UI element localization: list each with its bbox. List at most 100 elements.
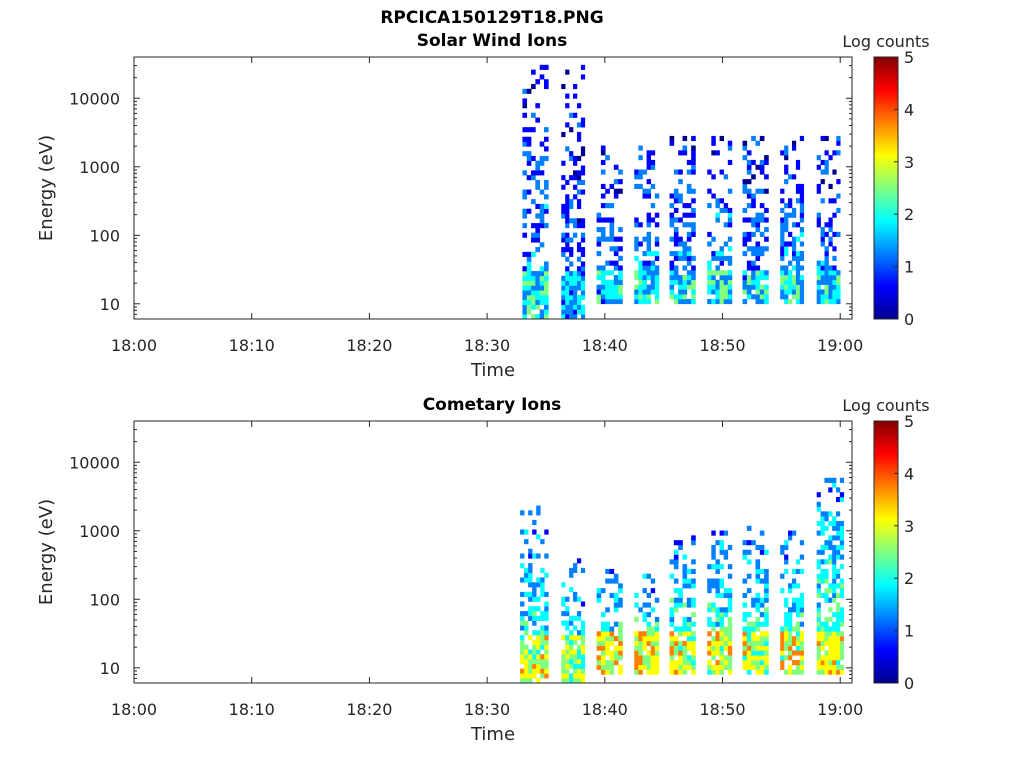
spectrogram-cell xyxy=(759,251,765,257)
spectrogram-cell xyxy=(654,299,660,305)
spectrogram-cell xyxy=(646,159,652,166)
spectrogram-cell xyxy=(576,155,582,162)
spectrogram-cell xyxy=(654,284,660,290)
spectrogram-cell xyxy=(755,636,761,642)
spectrogram-cell xyxy=(836,135,841,142)
spectrogram-cell xyxy=(836,554,841,560)
spectrogram-cell xyxy=(565,309,570,315)
spectrogram-cell xyxy=(565,663,570,669)
spectrogram-cell xyxy=(764,299,769,305)
spectrogram-cell xyxy=(634,222,639,228)
spectrogram-cell xyxy=(828,559,833,565)
spectrogram-cell xyxy=(824,540,829,546)
spectrogram-cell xyxy=(565,247,570,253)
spectrogram-cell xyxy=(569,572,574,578)
spectrogram-cell xyxy=(795,597,801,603)
spectrogram-cell xyxy=(600,279,606,285)
spectrogram-cell xyxy=(673,236,679,242)
spectrogram-cell xyxy=(795,294,801,300)
spectrogram-cell xyxy=(565,69,570,75)
spectrogram-cell xyxy=(561,232,566,238)
x-tick-label: 18:20 xyxy=(346,700,392,719)
spectrogram-cell xyxy=(535,247,540,253)
spectrogram-cell xyxy=(520,654,525,660)
spectrogram-cell xyxy=(634,669,639,675)
spectrogram-cell xyxy=(764,588,769,594)
spectrogram-cell xyxy=(609,289,615,295)
spectrogram-cell xyxy=(569,673,574,679)
spectrogram-cell xyxy=(678,255,683,261)
spectrogram-cell xyxy=(544,261,549,267)
spectrogram-cell xyxy=(755,294,761,300)
spectrogram-cell xyxy=(723,275,729,281)
spectrogram-cell xyxy=(686,640,692,646)
spectrogram-cell xyxy=(723,660,729,666)
spectrogram-cell xyxy=(532,659,537,665)
spectrogram-cell xyxy=(764,612,769,618)
spectrogram-cell xyxy=(824,275,829,281)
spectrogram-cell xyxy=(673,559,679,565)
spectrogram-cell xyxy=(711,284,716,290)
spectrogram-cell xyxy=(565,659,570,665)
spectrogram-cell xyxy=(839,530,845,536)
spectrogram-cell xyxy=(828,664,833,670)
axes-frame xyxy=(133,420,853,684)
spectrogram-cell xyxy=(520,563,525,569)
spectrogram-cell xyxy=(755,664,761,670)
spectrogram-cell xyxy=(795,159,801,166)
spectrogram-cell xyxy=(638,669,643,675)
spectrogram-cell xyxy=(839,612,845,618)
spectrogram-cell xyxy=(600,193,606,199)
spectrogram-cell xyxy=(580,601,586,607)
spectrogram-cell xyxy=(755,222,761,228)
spectrogram-cell xyxy=(565,673,570,679)
spectrogram-cell xyxy=(839,540,845,546)
spectrogram-cell xyxy=(573,223,578,229)
spectrogram-cell xyxy=(580,290,586,296)
spectrogram-cell xyxy=(795,265,801,271)
x-tick-label: 18:10 xyxy=(229,336,275,355)
spectrogram-cell xyxy=(727,294,733,300)
spectrogram-cell xyxy=(618,275,623,281)
spectrogram-cell xyxy=(686,270,692,276)
colorbar-tick-label: 5 xyxy=(904,412,914,431)
spectrogram-cell xyxy=(609,217,615,223)
spectrogram-cell xyxy=(526,299,532,305)
spectrogram-cell xyxy=(524,529,529,535)
spectrogram-cell xyxy=(528,572,533,578)
spectrogram-cell xyxy=(711,530,716,536)
spectrogram-cell xyxy=(751,203,756,209)
spectrogram-cell xyxy=(715,299,720,305)
spectrogram-cell xyxy=(600,640,606,646)
spectrogram-cell xyxy=(673,607,679,613)
spectrogram-cell xyxy=(596,251,602,257)
spectrogram-cell xyxy=(820,559,825,565)
spectrogram-cell xyxy=(573,83,578,90)
spectrogram-cell xyxy=(746,169,752,175)
spectrogram-cell xyxy=(755,246,761,252)
spectrogram-cell xyxy=(576,242,582,248)
spectrogram-cell xyxy=(723,222,729,228)
spectrogram-cell xyxy=(618,270,623,276)
spectrogram-cell xyxy=(755,164,761,170)
spectrogram-cell xyxy=(711,251,716,257)
spectrogram-cell xyxy=(816,612,821,618)
spectrogram-cell xyxy=(544,290,549,296)
spectrogram-cell xyxy=(820,279,825,285)
spectrogram-cell xyxy=(707,583,712,589)
spectrogram-cell xyxy=(719,583,724,589)
spectrogram-cell xyxy=(839,636,845,642)
spectrogram-cell xyxy=(820,631,825,637)
spectrogram-cell xyxy=(711,140,716,146)
spectrogram-cell xyxy=(544,208,549,214)
spectrogram-cell xyxy=(528,649,533,655)
colorbar-tick-label: 2 xyxy=(904,569,914,588)
spectrogram-cell xyxy=(824,664,829,670)
spectrogram-cell xyxy=(580,179,586,186)
spectrogram-cell xyxy=(691,135,696,142)
spectrogram-cell xyxy=(539,266,545,272)
spectrogram-cell xyxy=(618,246,623,252)
energy-burst-7 xyxy=(742,135,769,305)
spectrogram-cell xyxy=(565,625,570,631)
